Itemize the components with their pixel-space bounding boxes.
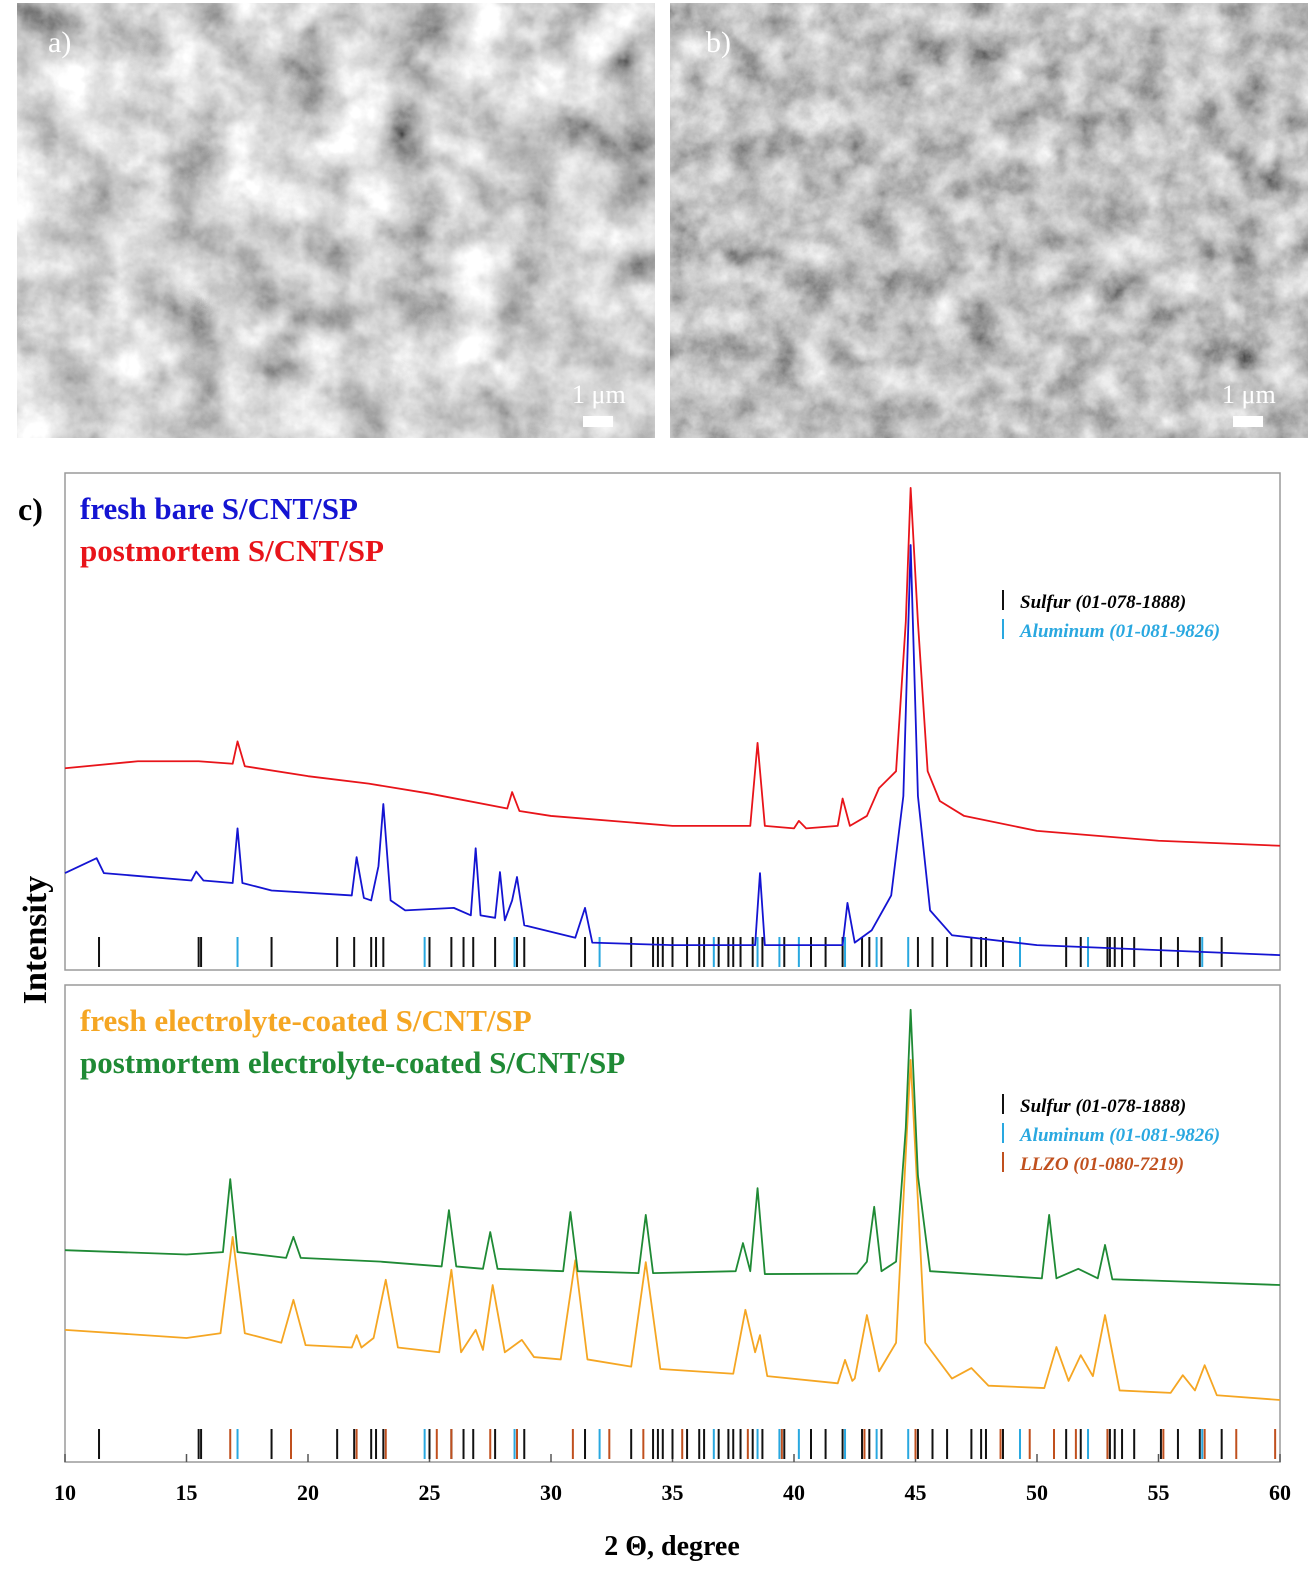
x-tick-label: 30 (540, 1480, 562, 1505)
scale-bar-label: 1 μm (572, 380, 626, 409)
legend-label: Aluminum (01-081-9826) (1019, 1125, 1220, 1146)
legend-label: fresh bare S/CNT/SP (80, 491, 358, 526)
panel-label: c) (18, 491, 43, 527)
legend-label: Aluminum (01-081-9826) (1019, 621, 1220, 642)
series-line (64, 1058, 1281, 1401)
legend-label: Sulfur (01-078-1888) (1020, 1096, 1186, 1117)
series-line (64, 1008, 1281, 1286)
x-tick-label: 15 (176, 1480, 198, 1505)
scale-bar (583, 416, 613, 427)
x-tick-label: 10 (54, 1480, 76, 1505)
image-label: a) (48, 26, 71, 59)
legend-label: postmortem S/CNT/SP (80, 533, 384, 568)
legend-label: fresh electrolyte-coated S/CNT/SP (80, 1003, 532, 1038)
image-label: b) (706, 26, 731, 59)
x-tick-label: 25 (419, 1480, 441, 1505)
legend-label: postmortem electrolyte-coated S/CNT/SP (80, 1045, 625, 1080)
legend-label: LLZO (01-080-7219) (1019, 1154, 1184, 1175)
x-tick-label: 60 (1269, 1480, 1291, 1505)
x-tick-label: 55 (1148, 1480, 1170, 1505)
sem-image (670, 3, 1308, 438)
scale-bar-label: 1 μm (1222, 380, 1276, 409)
legend-label: Sulfur (01-078-1888) (1020, 592, 1186, 613)
x-tick-label: 45 (905, 1480, 927, 1505)
x-tick-label: 20 (297, 1480, 319, 1505)
y-axis-label: Intensity (17, 876, 54, 1004)
x-tick-label: 40 (783, 1480, 805, 1505)
scale-bar (1233, 416, 1263, 427)
series-line (64, 544, 1281, 956)
series-line (64, 487, 1281, 847)
x-tick-label: 50 (1026, 1480, 1048, 1505)
x-axis-label: 2 Θ, degree (604, 1531, 740, 1562)
sem-image (17, 3, 655, 438)
x-tick-label: 35 (662, 1480, 684, 1505)
plot-frame (64, 472, 1281, 971)
